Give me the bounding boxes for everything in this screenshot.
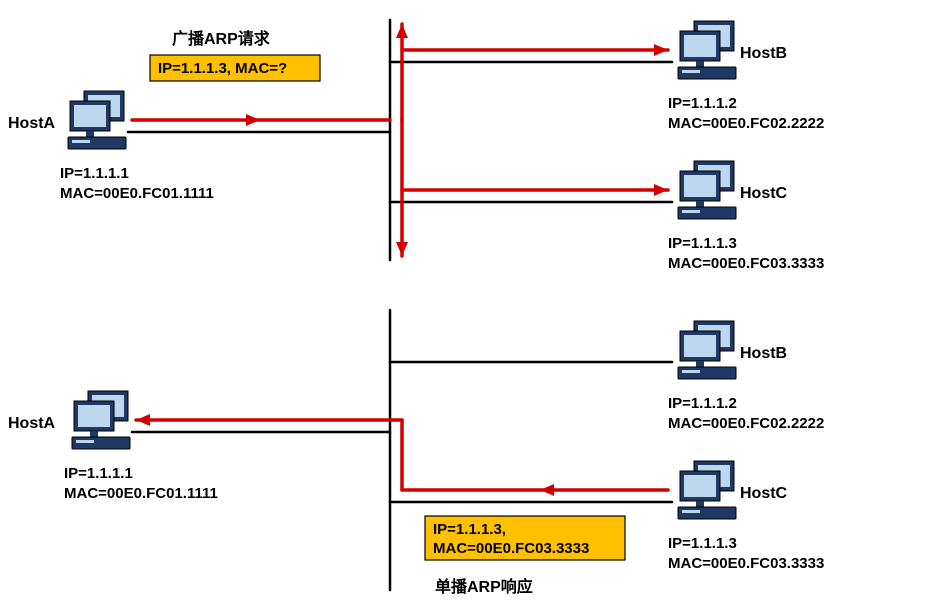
arp-request-diagram-host-c-mac: MAC=00E0.FC03.3333 — [668, 255, 824, 272]
arp-request-box-text: IP=1.1.1.3, MAC=? — [158, 60, 287, 77]
arp-response-box-line1: IP=1.1.1.3, — [433, 521, 506, 538]
arp-response-diagram: HostA IP=1.1.1.1 MAC=00E0.FC01.1111 HostB IP… — [8, 310, 824, 596]
arp-request-diagram-host-a-name: HostA — [8, 115, 56, 132]
arp-request-diagram-host-a-computer-icon — [68, 91, 126, 149]
arp-request-diagram-host-b-mac: MAC=00E0.FC02.2222 — [668, 115, 824, 132]
arp-response-diagram-host-b-name: HostB — [740, 345, 787, 362]
arrow-head — [396, 24, 408, 38]
arrow-head — [654, 44, 668, 56]
arp-request-diagram-host-c-computer-icon — [678, 161, 736, 219]
arp-response-diagram-host-b-ip: IP=1.1.1.2 — [668, 395, 737, 412]
arp-response-diagram-host-c-name: HostC — [740, 485, 788, 502]
arp-request-diagram-host-c-ip: IP=1.1.1.3 — [668, 235, 737, 252]
arrow-head — [396, 242, 408, 256]
arp-request-diagram-host-c-name: HostC — [740, 185, 788, 202]
arp-response-box-line2: MAC=00E0.FC03.3333 — [433, 540, 589, 557]
arp-request-diagram-host-b-computer-icon — [678, 21, 736, 79]
arp-request-diagram-host-b-ip: IP=1.1.1.2 — [668, 95, 737, 112]
arp-request-diagram-host-b-name: HostB — [740, 45, 787, 62]
arp-response-diagram-host-b-computer-icon — [678, 321, 736, 379]
arp-response-title: 单播ARP响应 — [435, 577, 533, 596]
arrow-head — [540, 484, 554, 496]
arrow-head — [136, 414, 150, 426]
arp-response-diagram-host-b-mac: MAC=00E0.FC02.2222 — [668, 415, 824, 432]
arp-response-diagram-host-a-ip: IP=1.1.1.1 — [64, 465, 133, 482]
arp-request-diagram-host-a-mac: MAC=00E0.FC01.1111 — [60, 185, 214, 202]
arrow-head — [654, 184, 668, 196]
arp-response-diagram-host-c-mac: MAC=00E0.FC03.3333 — [668, 555, 824, 572]
arp-response-diagram-host-a-computer-icon — [72, 391, 130, 449]
arp-response-diagram-host-a-name: HostA — [8, 415, 56, 432]
arp-response-diagram-host-c-computer-icon — [678, 461, 736, 519]
arp-request-diagram: HostA IP=1.1.1.1 MAC=00E0.FC01.1111 HostB IP… — [8, 20, 824, 272]
arp-request-title: 广播ARP请求 — [172, 29, 271, 48]
arp-response-diagram-host-a-mac: MAC=00E0.FC01.1111 — [64, 485, 218, 502]
arp-response-diagram-host-c-ip: IP=1.1.1.3 — [668, 535, 737, 552]
arrow-head — [246, 114, 260, 126]
arp-request-diagram-host-a-ip: IP=1.1.1.1 — [60, 165, 129, 182]
